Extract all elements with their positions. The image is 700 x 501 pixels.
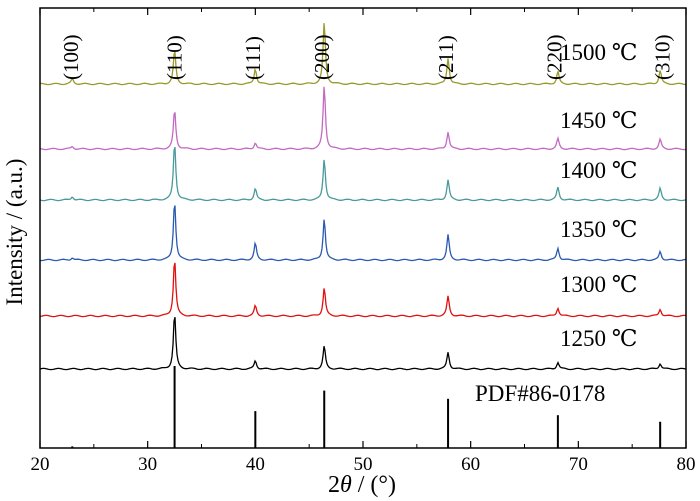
series-label: 1400 ℃ bbox=[560, 158, 637, 183]
series-line bbox=[39, 146, 687, 202]
x-tick-label: 70 bbox=[569, 454, 588, 475]
reference-label: PDF#86-0178 bbox=[475, 381, 605, 406]
hkl-label: (200) bbox=[310, 35, 334, 81]
x-tick-label: 40 bbox=[246, 454, 265, 475]
hkl-label: (110) bbox=[163, 35, 187, 80]
x-tick-label: 30 bbox=[138, 454, 157, 475]
series-label: 1500 ℃ bbox=[560, 40, 637, 65]
x-axis-label: 2θ / (°) bbox=[328, 472, 396, 498]
hkl-label: (100) bbox=[59, 35, 83, 81]
hkl-label: (220) bbox=[543, 35, 567, 81]
series-line bbox=[40, 23, 687, 86]
x-tick-label: 20 bbox=[31, 454, 50, 475]
series-line bbox=[39, 262, 687, 318]
x-axis-label-prefix: 2 bbox=[328, 472, 340, 498]
y-axis-label: Intensity / (a.u.) bbox=[2, 159, 27, 306]
series-line bbox=[39, 317, 687, 371]
series-label: 1300 ℃ bbox=[560, 272, 637, 297]
x-tick-label: 80 bbox=[677, 454, 696, 475]
x-tick-label: 60 bbox=[461, 454, 480, 475]
hkl-label: (211) bbox=[434, 35, 458, 80]
series-line bbox=[39, 205, 687, 262]
series-label: 1350 ℃ bbox=[560, 217, 637, 242]
x-tick-label: 50 bbox=[354, 454, 373, 475]
series-label: 1450 ℃ bbox=[560, 108, 637, 133]
hkl-label: (310) bbox=[650, 35, 674, 81]
plot-area: 1500 ℃ 1450 ℃ 1400 ℃ 1350 ℃ 1300 ℃ 1250 ℃ PDF#… bbox=[31, 7, 696, 475]
hkl-label: (111) bbox=[241, 36, 265, 80]
series-line bbox=[39, 86, 687, 151]
x-axis-label-symbol: θ bbox=[340, 472, 352, 498]
series-label: 1250 ℃ bbox=[560, 326, 637, 351]
x-axis-label-suffix: / (°) bbox=[352, 472, 396, 498]
